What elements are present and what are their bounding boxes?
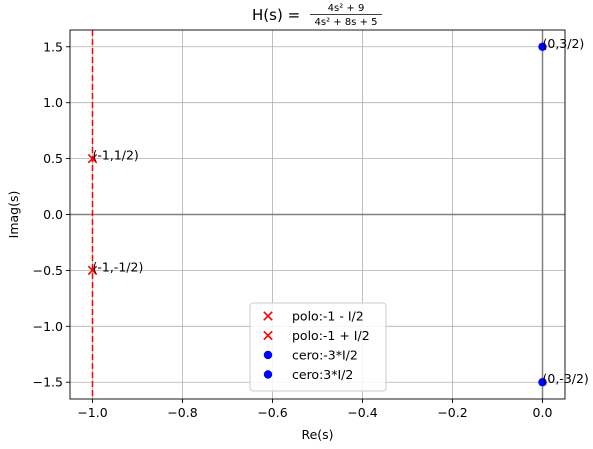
legend-item: polo:-1 + I/2 [263, 328, 370, 343]
y-tick-label: 1.0 [43, 95, 63, 110]
point-annotation: (0,3/2) [543, 36, 585, 51]
title-numerator: 4s² + 9 [328, 3, 365, 14]
legend-zero-marker [263, 370, 273, 379]
pole-marker [87, 153, 98, 164]
y-tick-label: 0.5 [43, 151, 63, 166]
zero-marker [538, 42, 547, 51]
legend-zero-marker [263, 350, 273, 360]
x-axis-ticks: −1.0 −0.8 −0.6 −0.4 −0.2 0.0 [77, 399, 552, 420]
title-prefix: H(s) = [252, 6, 300, 24]
y-tick-label: −1.0 [33, 319, 63, 334]
zero-axes [70, 30, 565, 399]
point-annotation: (-1,1/2) [93, 148, 139, 163]
legend-label: polo:-1 + I/2 [292, 328, 370, 343]
y-tick-label: 0.0 [43, 207, 63, 222]
x-tick-label: −0.8 [167, 405, 197, 420]
legend: polo:-1 - I/2 polo:-1 + I/2 cero:-3*I/2 cer… [249, 302, 387, 392]
x-axis-label: Re(s) [301, 427, 333, 442]
y-tick-label: 1.5 [43, 39, 63, 54]
legend-label: cero:3*I/2 [292, 367, 353, 382]
plot-marks [87, 30, 547, 399]
chart-title: H(s) = 4s² + 9 4s² + 8s + 5 [252, 3, 382, 28]
x-tick-label: −0.2 [437, 405, 467, 420]
x-marker-stroke [263, 311, 273, 321]
y-axis-ticks: −1.5 −1.0 −0.5 0.0 0.5 1.0 1.5 [33, 39, 70, 390]
legend-pole-marker [263, 311, 273, 321]
y-axis-label: Imag(s) [6, 191, 21, 239]
x-marker-stroke [87, 153, 98, 164]
x-tick-label: −0.4 [347, 405, 377, 420]
legend-pole-marker [263, 330, 273, 341]
pole-marker [87, 265, 98, 276]
zero-marker [538, 378, 547, 387]
point-annotation: (-1,-1/2) [93, 259, 144, 274]
legend-label: cero:-3*I/2 [292, 348, 358, 363]
legend-label: polo:-1 - I/2 [292, 309, 364, 324]
legend-item: polo:-1 - I/2 [263, 309, 364, 324]
legend-box [249, 302, 387, 392]
x-tick-label: −0.6 [257, 405, 287, 420]
x-tick-label: −1.0 [77, 405, 107, 420]
legend-item: cero:-3*I/2 [263, 348, 358, 363]
y-tick-label: −0.5 [33, 263, 63, 278]
x-tick-label: 0.0 [533, 405, 553, 420]
title-denominator: 4s² + 8s + 5 [315, 17, 378, 28]
x-marker-stroke [87, 265, 98, 276]
x-marker-stroke [263, 330, 273, 341]
point-annotation: (0,-3/2) [543, 371, 589, 386]
legend-item: cero:3*I/2 [263, 367, 353, 382]
y-tick-label: −1.5 [33, 375, 63, 390]
point-annotations: (-1,1/2) (-1,-1/2) (0,3/2) (0,-3/2) [93, 36, 589, 386]
